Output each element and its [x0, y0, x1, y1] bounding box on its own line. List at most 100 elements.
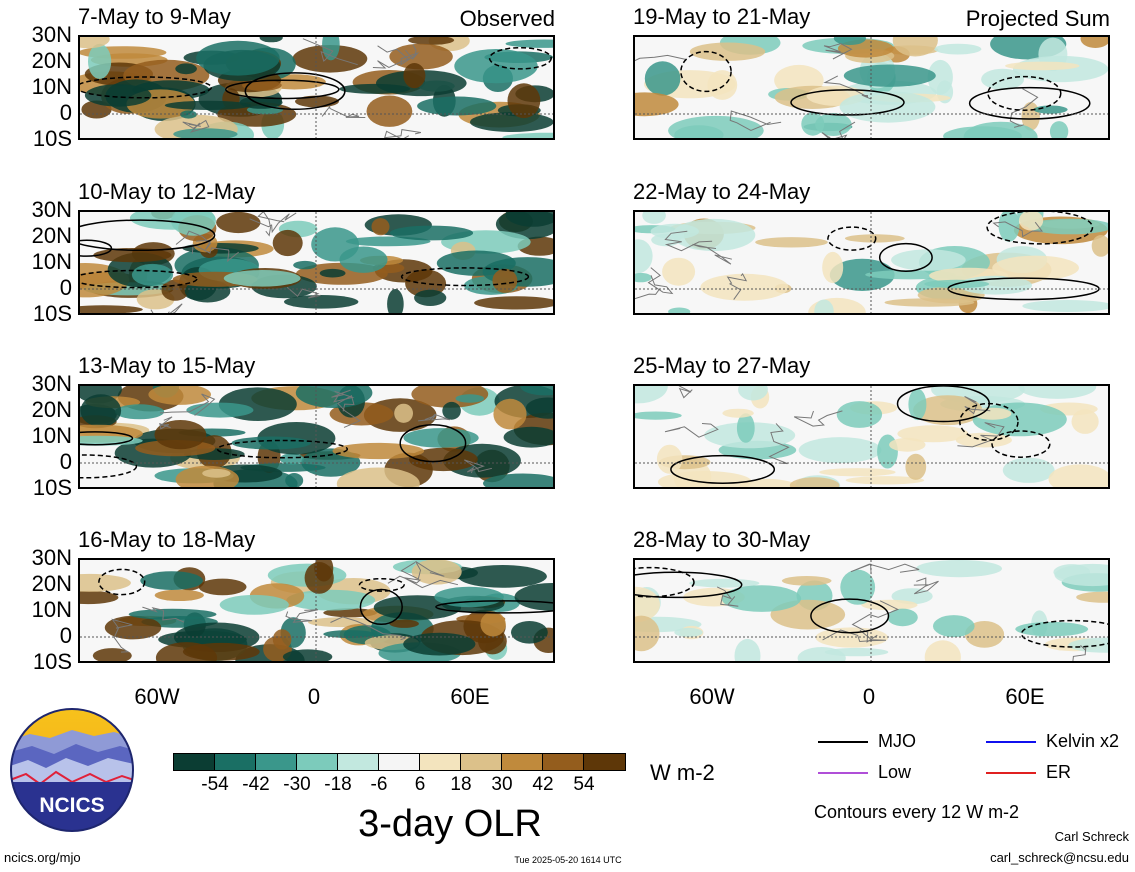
colorbar-cell [543, 754, 584, 770]
latitude-label: 10S [32, 475, 72, 500]
olr-anomaly-blob [1018, 386, 1097, 399]
mjo-contour [986, 212, 1094, 245]
olr-anomaly-blob [1071, 409, 1099, 434]
latitude-label: 10N [31, 249, 72, 274]
panel-title: 16-May to 18-May [78, 527, 256, 552]
footer-author: Carl Schreck [1054, 829, 1129, 844]
latitude-label: 30N [31, 22, 72, 47]
latitude-label: 20N [31, 48, 72, 73]
olr-anomaly-blob [1054, 563, 1108, 587]
colorbar-tick-label: 54 [573, 774, 595, 795]
colorbar-tick-label: -6 [370, 774, 388, 795]
mjo-contour [680, 50, 732, 93]
longitude-label: 60E [1005, 684, 1045, 709]
olr-anomaly-blob [322, 37, 340, 61]
olr-anomaly-blob [84, 84, 152, 107]
olr-anomaly-field [80, 37, 553, 138]
coastline [678, 386, 693, 399]
olr-map-panel [78, 558, 555, 663]
footer-url[interactable]: ncics.org/mjo [4, 850, 81, 865]
coastline [321, 105, 366, 118]
olr-anomaly-blob [128, 608, 217, 620]
mjo-contour [878, 242, 933, 272]
olr-anomaly-blob [493, 398, 527, 430]
olr-anomaly-blob [738, 386, 768, 401]
olr-anomaly-blob [339, 83, 411, 94]
olr-anomaly-blob [822, 251, 844, 284]
coastline [992, 221, 1044, 238]
olr-anomaly-blob [889, 437, 926, 452]
olr-anomaly-blob [403, 63, 426, 89]
coastline [729, 110, 782, 132]
mjo-contour [80, 454, 138, 479]
longitude-label: 60W [134, 684, 180, 709]
olr-anomaly-blob [314, 560, 334, 582]
mjo-contour [635, 571, 743, 599]
olr-anomaly-blob [650, 223, 699, 239]
olr-anomaly-blob [175, 63, 197, 75]
olr-anomaly-blob [689, 42, 766, 61]
olr-anomaly-blob [635, 386, 668, 404]
mjo-contour [80, 269, 198, 289]
olr-anomaly-blob [833, 37, 866, 45]
latitude-label: 0 [59, 100, 72, 125]
coastline [182, 119, 210, 133]
olr-anomaly-field [635, 560, 1108, 661]
mjo-contour [790, 89, 905, 116]
olr-anomaly-blob [734, 638, 761, 661]
panel-title: 10-May to 12-May [78, 179, 256, 204]
mjo-contour [400, 267, 530, 287]
colorbar-cell [174, 754, 215, 770]
contours-note: Contours every 12 W m-2 [814, 802, 1020, 822]
colorbar-cell [502, 754, 543, 770]
olr-anomaly-blob [286, 589, 376, 611]
coastline [851, 600, 900, 643]
coastline [647, 267, 674, 295]
olr-anomaly-blob [272, 629, 292, 650]
olr-anomaly-blob [455, 394, 485, 403]
olr-anomaly-blob [339, 246, 388, 273]
coastline [257, 212, 285, 237]
coastline [387, 575, 459, 589]
olr-anomaly-blob [845, 476, 925, 485]
olr-anomaly-blob [164, 100, 252, 110]
olr-anomaly-blob [736, 413, 755, 443]
olr-anomaly-blob [1002, 457, 1055, 483]
coastline [635, 289, 660, 300]
olr-anomaly-blob [336, 467, 420, 487]
coastline [331, 389, 355, 403]
olr-anomaly-blob [503, 426, 553, 448]
mjo-contour [244, 72, 346, 111]
footer-email[interactable]: carl_schreck@ncsu.edu [990, 850, 1129, 865]
coastline [159, 416, 173, 430]
latitude-label: 0 [59, 449, 72, 474]
mjo-contour [80, 76, 213, 99]
olr-anomaly-blob [223, 270, 301, 287]
olr-anomaly-blob [1022, 300, 1108, 312]
olr-anomaly-blob [389, 43, 453, 70]
olr-map-panel [633, 384, 1110, 489]
latitude-label: 20N [31, 223, 72, 248]
coastline [692, 243, 733, 265]
olr-anomaly-blob [457, 565, 547, 588]
olr-anomaly-blob [394, 403, 413, 423]
olr-anomaly-blob [259, 37, 283, 43]
panel-title: 25-May to 27-May [633, 353, 811, 378]
coastline [372, 45, 409, 69]
mjo-contour [359, 588, 403, 626]
colorbar-units: W m-2 [650, 760, 715, 785]
mjo-contour [98, 568, 146, 596]
coastline [159, 393, 216, 416]
panel-title: 28-May to 30-May [633, 527, 811, 552]
olr-anomaly-blob [514, 583, 553, 611]
olr-anomaly-blob [80, 573, 131, 592]
legend-label: Low [878, 762, 912, 782]
longitude-label: 60W [689, 684, 735, 709]
footer-timestamp: Tue 2025-05-20 1614 UTC [514, 855, 622, 865]
latitude-label: 20N [31, 571, 72, 596]
latitude-label: 20N [31, 397, 72, 422]
colorbar-tick-label: 18 [450, 774, 472, 795]
olr-anomaly-blob [642, 212, 666, 224]
olr-anomaly-blob [798, 437, 882, 464]
mjo-contour [827, 226, 877, 251]
